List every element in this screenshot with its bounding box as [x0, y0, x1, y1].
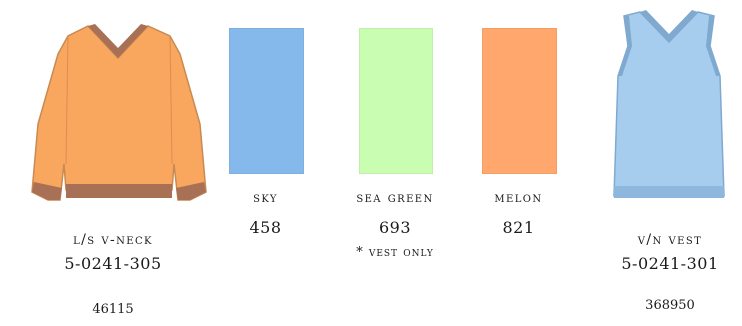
swatch-sky-name: sky	[253, 190, 278, 206]
right-product-style-code: 5-0241-301	[621, 254, 719, 273]
swatch-melon-name: melon	[494, 190, 543, 206]
swatch-sky	[229, 28, 304, 174]
swatch-sea-green	[359, 28, 433, 174]
long-sleeve-vneck-sweater-icon	[30, 14, 208, 214]
swatch-sea-green-code: 693	[378, 218, 412, 237]
vneck-vest-icon	[606, 6, 732, 212]
right-product-item-number: 368950	[645, 298, 695, 313]
left-product-style-code: 5-0241-305	[64, 254, 162, 273]
swatch-sea-green-name: sea green	[356, 190, 434, 206]
swatch-sea-green-note: * vest only	[356, 245, 434, 260]
left-product-item-number: 46115	[92, 302, 134, 317]
swatch-sky-code: 458	[249, 218, 282, 237]
right-product-name: v/n vest	[637, 232, 703, 248]
left-product-name: l/s v-neck	[73, 232, 153, 248]
swatch-melon-code: 821	[502, 218, 535, 237]
swatch-melon	[482, 28, 557, 174]
